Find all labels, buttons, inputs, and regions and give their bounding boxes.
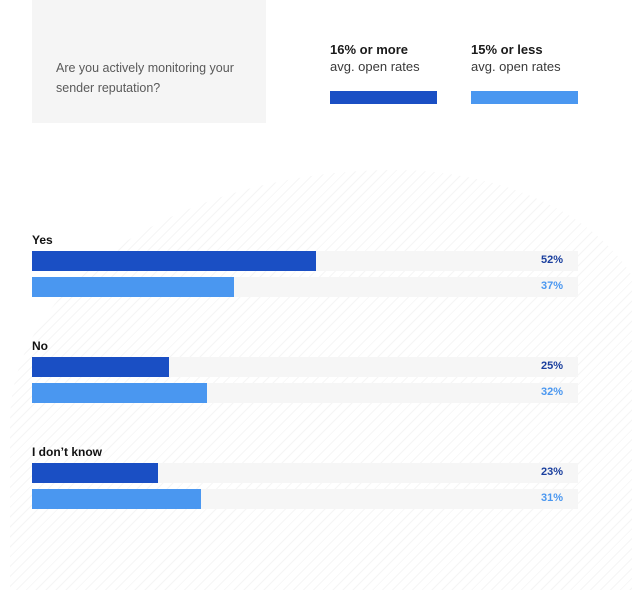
- data-label: 52%: [540, 254, 563, 266]
- category-label: No: [32, 339, 48, 353]
- legend-title: 16% or more: [330, 42, 409, 57]
- bar: [32, 251, 316, 271]
- bar-track: 23%: [32, 463, 578, 483]
- category-label: I don’t know: [32, 445, 102, 459]
- legend-subtitle: avg. open rates: [471, 59, 561, 74]
- bar-track: 32%: [32, 383, 578, 403]
- legend-title: 15% or less: [471, 42, 543, 57]
- data-label: 32%: [540, 386, 563, 398]
- bar-track: 31%: [32, 489, 578, 509]
- data-label: 31%: [540, 492, 563, 504]
- bar: [32, 463, 158, 483]
- background-pattern: [10, 170, 632, 590]
- data-label: 23%: [540, 466, 563, 478]
- bar: [32, 489, 202, 509]
- legend-swatch: [330, 91, 437, 104]
- bar: [32, 383, 207, 403]
- question-panel: Are you actively monitoring your sender …: [32, 0, 266, 123]
- legend-item-high-open-rate: 16% or more avg. open rates: [330, 42, 437, 104]
- bar-track: 25%: [32, 357, 578, 377]
- bar-track: 37%: [32, 277, 578, 297]
- legend-subtitle: avg. open rates: [330, 59, 420, 74]
- question-text: Are you actively monitoring your sender …: [56, 61, 234, 95]
- bar: [32, 357, 169, 377]
- category-label: Yes: [32, 233, 53, 247]
- legend-swatch: [471, 91, 578, 104]
- bar-track: 52%: [32, 251, 578, 271]
- bar: [32, 277, 235, 297]
- data-label: 37%: [540, 280, 563, 292]
- legend-item-low-open-rate: 15% or less avg. open rates: [471, 42, 578, 104]
- data-label: 25%: [540, 360, 563, 372]
